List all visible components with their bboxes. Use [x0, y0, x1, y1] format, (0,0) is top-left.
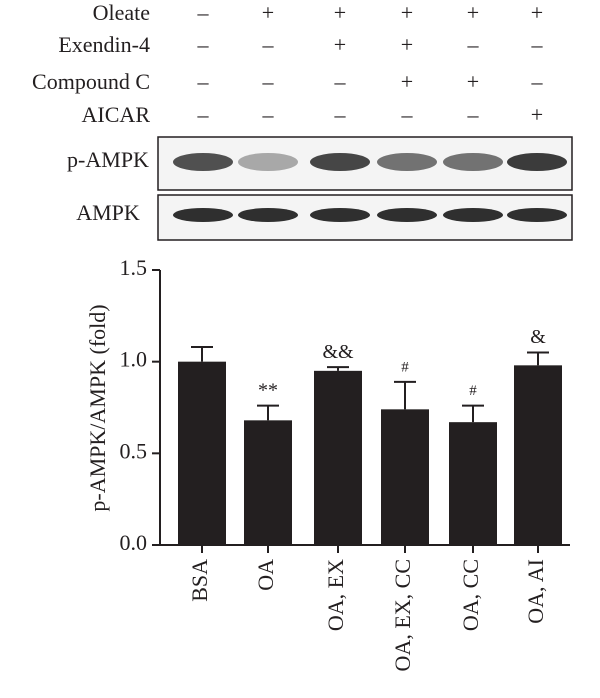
- y-tick-label: 1.5: [120, 255, 148, 280]
- treatment-sign: –: [531, 32, 544, 57]
- blot-band: [310, 153, 370, 171]
- blot-band: [173, 208, 233, 222]
- treatment-sign: +: [401, 69, 413, 94]
- treatment-sign: –: [467, 102, 480, 127]
- treatment-sign: +: [401, 0, 413, 25]
- bar: [514, 365, 562, 545]
- y-axis-label: p-AMPK/AMPK (fold): [85, 304, 110, 511]
- treatment-sign: +: [467, 69, 479, 94]
- significance-mark: **: [258, 379, 278, 401]
- treatment-sign: –: [334, 69, 347, 94]
- y-tick-label: 1.0: [120, 347, 148, 372]
- blot-band: [443, 208, 503, 222]
- bar: [314, 370, 362, 545]
- treatment-sign: –: [262, 102, 275, 127]
- significance-mark: &&: [322, 341, 354, 363]
- x-tick-label: OA, CC: [458, 559, 483, 631]
- x-tick-label: OA, AI: [523, 559, 548, 624]
- x-tick-label: OA, EX: [323, 559, 348, 631]
- blot-label: AMPK: [76, 200, 140, 225]
- treatment-label: AICAR: [82, 102, 151, 127]
- y-tick-label: 0.5: [120, 438, 148, 463]
- treatment-sign: –: [197, 0, 210, 25]
- treatment-sign: –: [334, 102, 347, 127]
- treatment-sign: +: [531, 0, 543, 25]
- treatment-sign: +: [467, 0, 479, 25]
- significance-mark: &: [530, 326, 546, 348]
- blot-band: [238, 153, 298, 171]
- significance-mark: #: [401, 359, 409, 375]
- treatment-label: Oleate: [93, 0, 150, 25]
- x-tick-label: BSA: [187, 559, 212, 602]
- blot-band: [377, 208, 437, 222]
- bar: [178, 361, 226, 545]
- treatment-sign: –: [262, 69, 275, 94]
- treatment-label: Compound C: [32, 69, 150, 94]
- bar: [381, 409, 429, 545]
- treatment-sign: +: [334, 0, 346, 25]
- treatment-sign: +: [262, 0, 274, 25]
- blot-band: [238, 208, 298, 222]
- treatment-sign: –: [197, 69, 210, 94]
- x-tick-label: OA: [253, 559, 278, 591]
- treatment-sign: +: [401, 32, 413, 57]
- bar: [244, 420, 292, 545]
- treatment-sign: +: [334, 32, 346, 57]
- blot-band: [443, 153, 503, 171]
- blot-band: [507, 153, 567, 171]
- x-tick-label: OA, EX, CC: [390, 559, 415, 671]
- treatment-sign: –: [531, 69, 544, 94]
- blot-band: [310, 208, 370, 222]
- bar: [449, 422, 497, 545]
- treatment-sign: +: [531, 102, 543, 127]
- blot-band: [173, 153, 233, 171]
- blot-band: [377, 153, 437, 171]
- treatment-sign: –: [197, 102, 210, 127]
- blot-band: [507, 208, 567, 222]
- treatment-sign: –: [467, 32, 480, 57]
- blot-label: p-AMPK: [67, 147, 149, 172]
- significance-mark: #: [469, 383, 477, 399]
- treatment-sign: –: [262, 32, 275, 57]
- treatment-sign: –: [401, 102, 414, 127]
- y-tick-label: 0.0: [120, 530, 148, 555]
- treatment-label: Exendin-4: [58, 32, 150, 57]
- treatment-sign: –: [197, 32, 210, 57]
